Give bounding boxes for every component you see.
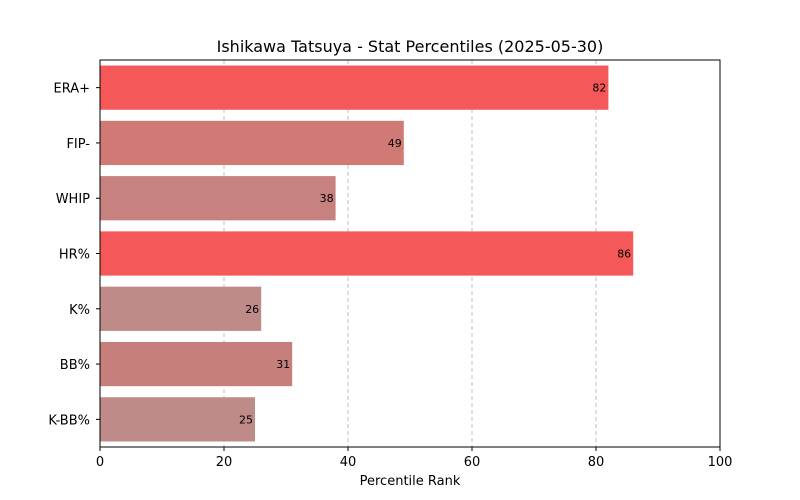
- data-label: 31: [276, 358, 290, 371]
- bars: [100, 65, 634, 442]
- x-tick-label: 20: [216, 455, 233, 470]
- y-tick-label: FIP-: [66, 137, 90, 152]
- bar: [100, 231, 634, 276]
- x-axis-label: Percentile Rank: [360, 474, 461, 489]
- x-tick-label: 40: [340, 455, 357, 470]
- y-tick-label: ERA+: [53, 82, 90, 97]
- y-axis-ticks: ERA+ FIP- WHIP HR% K% BB% K-BB%: [48, 82, 100, 428]
- data-label: 38: [320, 192, 334, 205]
- x-tick-label: 80: [588, 455, 605, 470]
- bar: [100, 65, 609, 110]
- chart-title: Ishikawa Tatsuya - Stat Percentiles (202…: [217, 37, 604, 56]
- x-tick-label: 100: [708, 455, 733, 470]
- x-axis-ticks: 0 20 40 60 80 100: [96, 447, 733, 470]
- bar: [100, 176, 336, 221]
- y-tick-label: WHIP: [56, 192, 90, 207]
- data-label: 86: [617, 248, 631, 261]
- data-labels: 82 49 38 86 26 31 25: [239, 82, 631, 427]
- x-tick-label: 0: [96, 455, 104, 470]
- bar: [100, 341, 293, 387]
- y-tick-label: BB%: [60, 358, 90, 373]
- data-label: 49: [388, 137, 402, 150]
- data-label: 25: [239, 413, 253, 426]
- bar: [100, 286, 262, 331]
- data-label: 82: [592, 82, 606, 95]
- y-tick-label: K-BB%: [48, 413, 90, 428]
- y-tick-label: HR%: [59, 248, 90, 263]
- bar: [100, 397, 255, 442]
- bar: [100, 120, 404, 166]
- data-label: 26: [245, 303, 259, 316]
- x-tick-label: 60: [464, 455, 481, 470]
- y-tick-label: K%: [69, 303, 90, 318]
